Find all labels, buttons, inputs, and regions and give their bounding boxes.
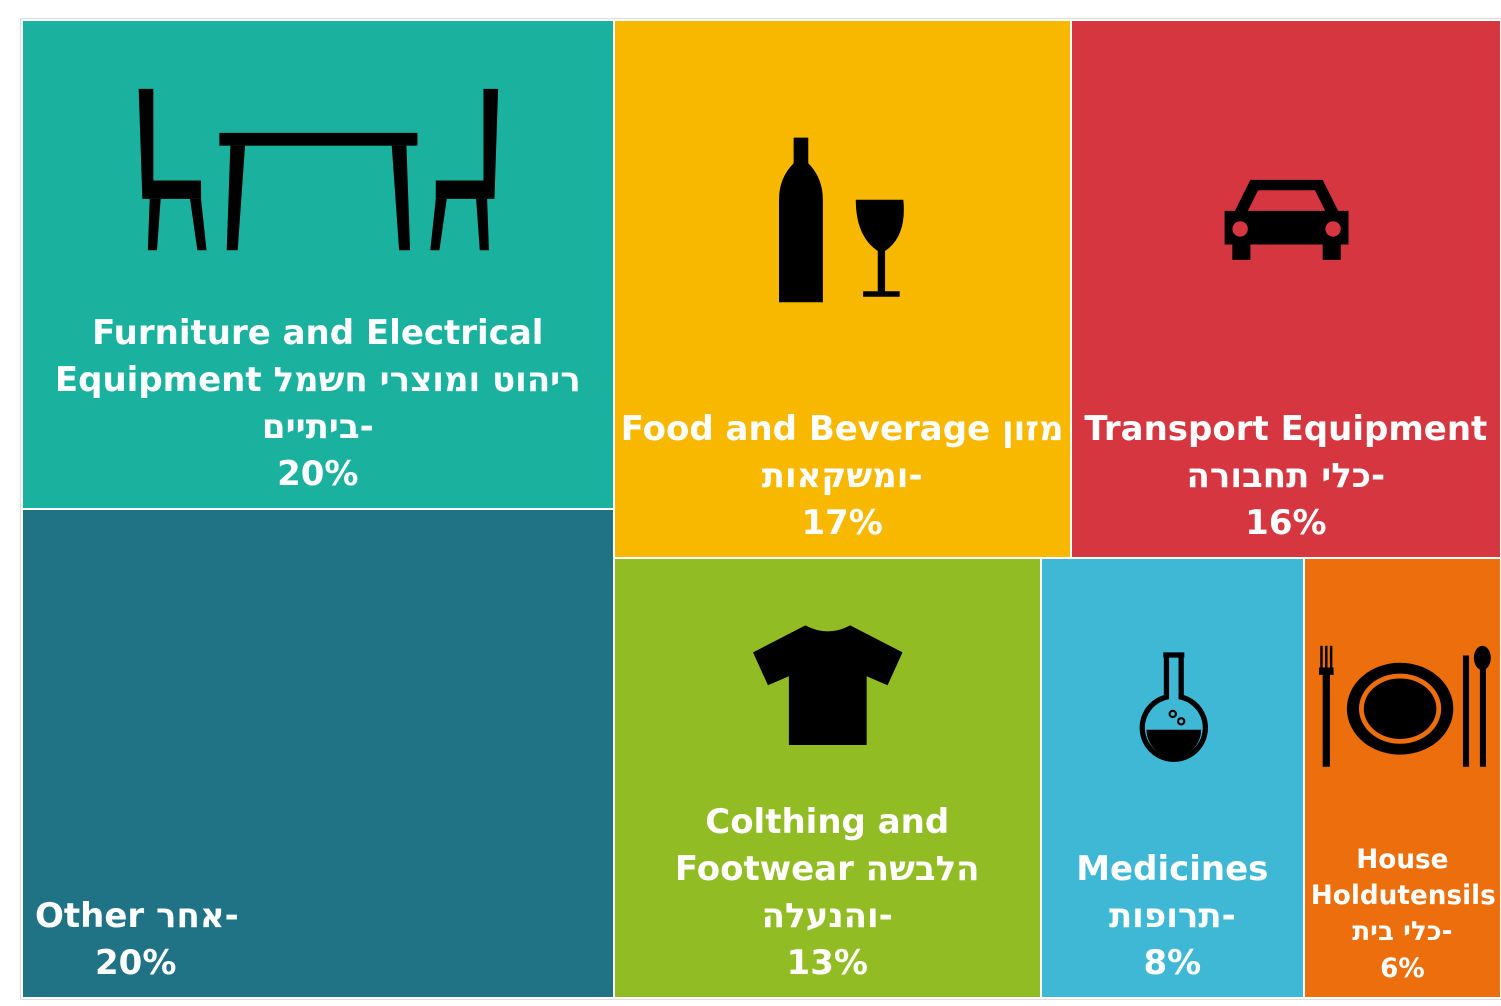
tile-label: Transport Equipment כלי תחבורה- 16% [1078,406,1494,547]
category-label: Other אחר- [35,896,239,937]
value-label: 17% [801,502,883,543]
tile-label: House Holdutensils כלי בית- 6% [1310,842,1496,987]
category-label: Medicines תרופות- [1076,849,1269,937]
value-label: 20% [277,454,359,495]
icon [1137,611,1211,806]
tile-label: Furniture and Electrical Equipment ריהוט… [29,310,607,498]
tile: Colthing and Footwear הלבשה והנעלה- 13% [613,557,1041,998]
icon [753,625,903,745]
value-label: 8% [1143,943,1202,984]
category-label: Furniture and Electrical Equipment ריהוט… [54,313,581,448]
tile: House Holdutensils כלי בית- 6% [1303,557,1501,998]
tile-label: Medicines תרופות- 8% [1048,846,1297,987]
category-label: House Holdutensils כלי בית- [1310,844,1496,948]
value-label: 20% [95,943,177,984]
category-label: Colthing and Footwear הלבשה והנעלה- [674,802,980,937]
value-label: 16% [1245,502,1327,543]
icon [1318,645,1491,767]
category-label: Transport Equipment כלי תחבורה- [1084,409,1488,497]
icon [139,88,499,251]
tile: Furniture and Electrical Equipment ריהוט… [22,20,614,509]
tile: Medicines תרופות- 8% [1040,557,1304,998]
icon [779,137,905,302]
tile: Other אחר- 20% [22,509,614,998]
tile: Transport Equipment כלי תחבורה- 16% [1070,20,1501,558]
tile-label: Colthing and Footwear הלבשה והנעלה- 13% [621,799,1034,987]
category-label: Food and Beverage מזון ומשקאות- [620,409,1064,497]
tile-label: Other אחר- 20% [35,893,607,987]
icon [1224,179,1349,260]
tile-label: Food and Beverage מזון ומשקאות- 17% [621,406,1064,547]
value-label: 6% [1380,953,1425,984]
tile: Food and Beverage מזון ומשקאות- 17% [613,20,1071,558]
value-label: 13% [786,943,868,984]
frame [20,18,1501,1000]
